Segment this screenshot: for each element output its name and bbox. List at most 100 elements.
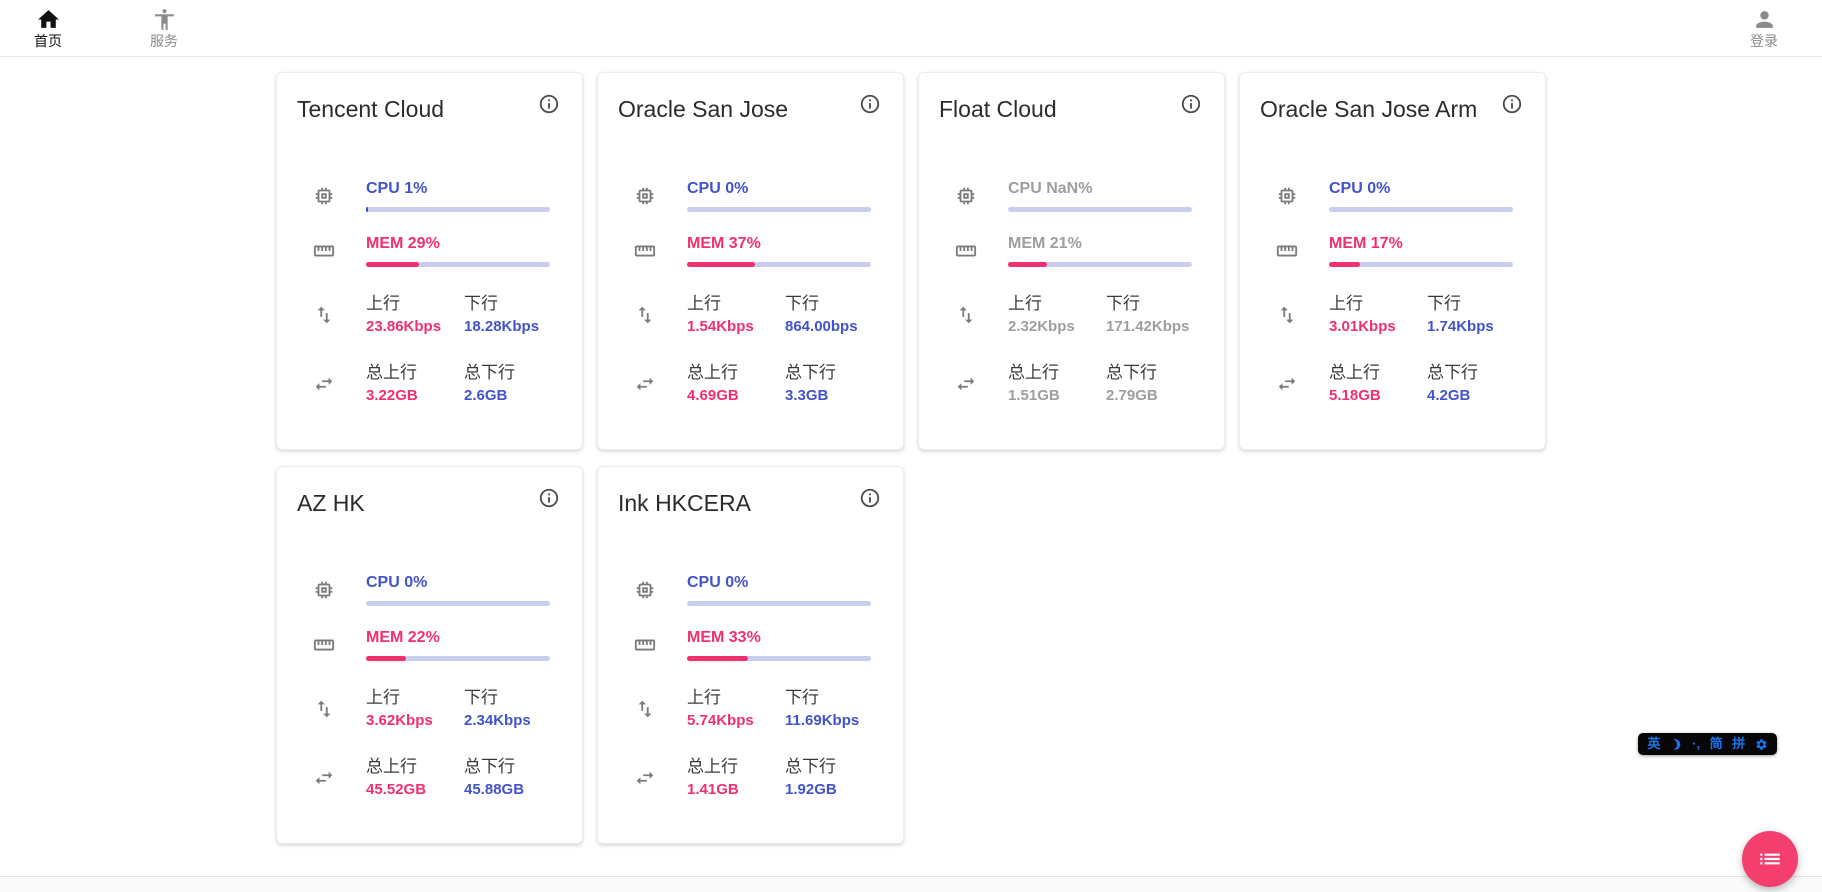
speed-row: 上行 5.74Kbps 下行 11.69Kbps xyxy=(618,687,883,730)
ime-simplified-key[interactable]: 简 xyxy=(1709,736,1723,751)
cpu-usage-label: CPU 0% xyxy=(1329,180,1391,197)
ime-toolbar[interactable]: 英 ·, 简 拼 xyxy=(1638,733,1777,755)
download-value: 11.69Kbps xyxy=(785,712,860,729)
total-download-value: 1.92GB xyxy=(785,781,837,798)
total-upload-label: 总上行 xyxy=(366,757,417,776)
ime-punctuation-key[interactable]: ·, xyxy=(1692,736,1701,751)
info-icon[interactable] xyxy=(1180,93,1204,117)
mem-stat: MEM 21% xyxy=(1008,234,1192,267)
total-row: 总上行 1.41GB 总下行 1.92GB xyxy=(618,756,883,799)
mem-stat: MEM 22% xyxy=(366,628,550,661)
server-card: Tencent Cloud CPU 1% xyxy=(276,72,583,450)
cpu-row: CPU 0% xyxy=(618,179,883,212)
ime-language-key[interactable]: 英 xyxy=(1647,736,1661,751)
cpu-row: CPU 1% xyxy=(297,179,562,212)
speed-row: 上行 2.32Kbps 下行 171.42Kbps xyxy=(939,293,1204,336)
moon-icon[interactable] xyxy=(1670,738,1683,751)
server-list-fab[interactable] xyxy=(1742,831,1798,887)
speed-row: 上行 23.86Kbps 下行 18.28Kbps xyxy=(297,293,562,336)
ime-pinyin-key[interactable]: 拼 xyxy=(1732,736,1746,751)
total-upload-value: 1.51GB xyxy=(1008,387,1060,404)
mem-progress-bar xyxy=(687,656,871,661)
cpu-progress-bar xyxy=(366,207,550,212)
info-icon[interactable] xyxy=(1501,93,1525,117)
card-body: CPU NaN% MEM 21% xyxy=(939,179,1204,405)
total-download-value: 2.6GB xyxy=(464,387,508,404)
card-body: CPU 0% MEM 37% xyxy=(618,179,883,405)
total-row: 总上行 45.52GB 总下行 45.88GB xyxy=(297,756,562,799)
download-label: 下行 xyxy=(785,294,819,313)
cpu-chip-icon xyxy=(634,185,656,207)
accessibility-icon xyxy=(154,9,174,30)
total-download-value: 3.3GB xyxy=(785,387,829,404)
cpu-progress-bar xyxy=(687,207,871,212)
upload-col: 上行 5.74Kbps xyxy=(687,687,785,730)
card-header: Ink HKCERA xyxy=(618,487,883,517)
nav-item-login[interactable]: 登录 xyxy=(1750,7,1778,49)
cpu-chip-icon xyxy=(313,185,335,207)
mem-progress-bar xyxy=(687,262,871,267)
total-download-col: 总下行 2.6GB xyxy=(464,362,562,405)
info-icon[interactable] xyxy=(538,487,562,511)
cpu-chip-icon xyxy=(1276,185,1298,207)
info-icon[interactable] xyxy=(859,93,883,117)
upload-value: 3.01Kbps xyxy=(1329,318,1396,335)
speed-row: 上行 1.54Kbps 下行 864.00bps xyxy=(618,293,883,336)
ruler-icon xyxy=(634,634,656,656)
speed-row: 上行 3.62Kbps 下行 2.34Kbps xyxy=(297,687,562,730)
swap-horiz-icon xyxy=(955,373,977,395)
total-download-value: 45.88GB xyxy=(464,781,525,798)
total-upload-value: 5.18GB xyxy=(1329,387,1381,404)
cpu-stat: CPU 0% xyxy=(687,179,871,212)
nav-item-services[interactable]: 服务 xyxy=(150,7,178,49)
mem-usage-label: MEM 22% xyxy=(366,629,440,646)
cpu-usage-label: CPU 1% xyxy=(366,180,428,197)
nav-home-label: 首页 xyxy=(34,33,62,49)
mem-row: MEM 29% xyxy=(297,234,562,267)
server-name: AZ HK xyxy=(297,490,365,516)
info-icon[interactable] xyxy=(859,487,883,511)
mem-progress-bar xyxy=(366,262,550,267)
mem-progress-fill xyxy=(366,262,420,267)
total-upload-col: 总上行 3.22GB xyxy=(366,362,464,405)
card-header: Oracle San Jose Arm xyxy=(1260,93,1525,123)
download-value: 1.74Kbps xyxy=(1427,318,1494,335)
ruler-icon xyxy=(313,240,335,262)
upload-col: 上行 1.54Kbps xyxy=(687,293,785,336)
person-icon xyxy=(1755,11,1773,28)
total-download-col: 总下行 4.2GB xyxy=(1427,362,1525,405)
cpu-progress-bar xyxy=(1329,207,1513,212)
cpu-row: CPU 0% xyxy=(297,573,562,606)
cpu-progress-fill xyxy=(366,207,368,212)
cpu-stat: CPU 1% xyxy=(366,179,550,212)
upload-value: 5.74Kbps xyxy=(687,712,754,729)
ruler-icon xyxy=(313,634,335,656)
total-download-col: 总下行 45.88GB xyxy=(464,756,562,799)
mem-progress-fill xyxy=(687,656,748,661)
server-grid: Tencent Cloud CPU 1% xyxy=(276,72,1546,844)
mem-progress-bar xyxy=(1329,262,1513,267)
swap-vert-icon xyxy=(1276,304,1298,326)
swap-vert-icon xyxy=(634,698,656,720)
info-icon[interactable] xyxy=(538,93,562,117)
server-card: Oracle San Jose CPU 0% xyxy=(597,72,904,450)
total-download-label: 总下行 xyxy=(464,363,515,382)
nav-item-home[interactable]: 首页 xyxy=(34,7,62,49)
nav-login-label: 登录 xyxy=(1750,33,1778,49)
upload-value: 2.32Kbps xyxy=(1008,318,1075,335)
total-upload-col: 总上行 5.18GB xyxy=(1329,362,1427,405)
gear-icon[interactable] xyxy=(1755,738,1768,751)
nav-left-group: 首页 服务 xyxy=(34,7,178,49)
mem-usage-label: MEM 21% xyxy=(1008,235,1082,252)
mem-stat: MEM 29% xyxy=(366,234,550,267)
swap-horiz-icon xyxy=(313,373,335,395)
total-upload-value: 3.22GB xyxy=(366,387,418,404)
cpu-usage-label: CPU NaN% xyxy=(1008,180,1093,197)
card-body: CPU 0% MEM 17% xyxy=(1260,179,1525,405)
total-upload-label: 总上行 xyxy=(687,757,738,776)
mem-row: MEM 21% xyxy=(939,234,1204,267)
mem-progress-bar xyxy=(366,656,550,661)
swap-vert-icon xyxy=(634,304,656,326)
mem-row: MEM 22% xyxy=(297,628,562,661)
cpu-stat: CPU 0% xyxy=(1329,179,1513,212)
